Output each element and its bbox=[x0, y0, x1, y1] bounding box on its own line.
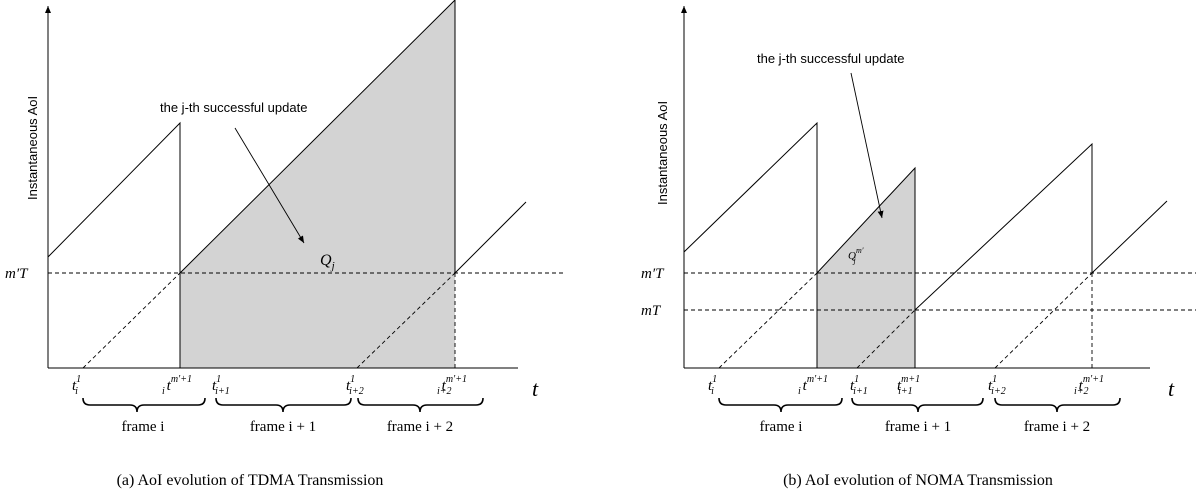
level-label-mprime-t: m′T bbox=[641, 266, 665, 282]
dashed-ramp-3 bbox=[994, 272, 1093, 369]
tick-label-1: t1 i bbox=[708, 374, 717, 397]
panel-a: the j-th successful update Qj Instantane… bbox=[5, 0, 565, 489]
caption-b: (b) AoI evolution of NOMA Transmission bbox=[783, 472, 1053, 489]
tick-label-2: tm′+1 i bbox=[798, 374, 828, 397]
annotation-arrow bbox=[234, 127, 305, 244]
tick-label-3: t1 i+1 bbox=[850, 374, 868, 397]
caption-a: (a) AoI evolution of TDMA Transmission bbox=[117, 472, 384, 489]
shaded-area-qjm bbox=[817, 168, 915, 368]
annotation-text: the j-th successful update bbox=[160, 100, 307, 115]
frame-label-2: frame i + 1 bbox=[250, 419, 316, 435]
frame-brace-2 bbox=[851, 397, 984, 413]
annotation-text: the j-th successful update bbox=[757, 51, 904, 66]
tick-label-4: tm+1 i+1 bbox=[897, 374, 920, 397]
x-axis-label: t bbox=[1168, 376, 1175, 401]
frame-label-3: frame i + 2 bbox=[1024, 419, 1090, 435]
frame-brace-3 bbox=[357, 397, 484, 413]
tick-label-1: t1 i bbox=[72, 374, 81, 397]
dashed-ramp-1 bbox=[82, 272, 181, 369]
tick-label-4: t1 i+2 bbox=[346, 374, 364, 397]
shaded-area-qj bbox=[180, 0, 455, 368]
frame-brace-1 bbox=[82, 397, 206, 413]
tick-label-6: tm′+1 i+2 bbox=[1074, 374, 1104, 397]
area-label-qj: Qj bbox=[320, 252, 335, 272]
frame-label-1: frame i bbox=[122, 419, 165, 435]
annotation-arrow bbox=[850, 72, 884, 219]
frame-label-2: frame i + 1 bbox=[885, 419, 951, 435]
dashed-ramp-2 bbox=[356, 272, 456, 369]
tick-label-3: t1 i+1 bbox=[212, 374, 230, 397]
frame-label-1: frame i bbox=[760, 419, 803, 435]
x-axis-label: t bbox=[532, 376, 539, 401]
tick-label-5: tm′+1 i+2 bbox=[437, 374, 467, 397]
dashed-ramp-1 bbox=[718, 272, 818, 369]
y-axis-label: Instantaneous AoI bbox=[25, 96, 40, 200]
frame-brace-1 bbox=[718, 397, 843, 413]
aoi-curve bbox=[683, 121, 1168, 312]
area-label-qjm: Qm′ j bbox=[848, 246, 864, 265]
level-label: m′T bbox=[5, 266, 29, 282]
frame-label-3: frame i + 2 bbox=[387, 419, 453, 435]
panel-b: the j-th successful update Qm′ j Instanta… bbox=[641, 6, 1196, 489]
level-label-m-t: mT bbox=[641, 303, 662, 319]
frame-brace-2 bbox=[215, 397, 352, 413]
tick-label-2: tm′+1 i bbox=[162, 374, 192, 397]
frame-brace-3 bbox=[994, 397, 1121, 413]
tick-label-5: t1 i+2 bbox=[988, 374, 1006, 397]
aoi-curve bbox=[47, 0, 527, 275]
y-axis-label: Instantaneous AoI bbox=[655, 101, 670, 205]
